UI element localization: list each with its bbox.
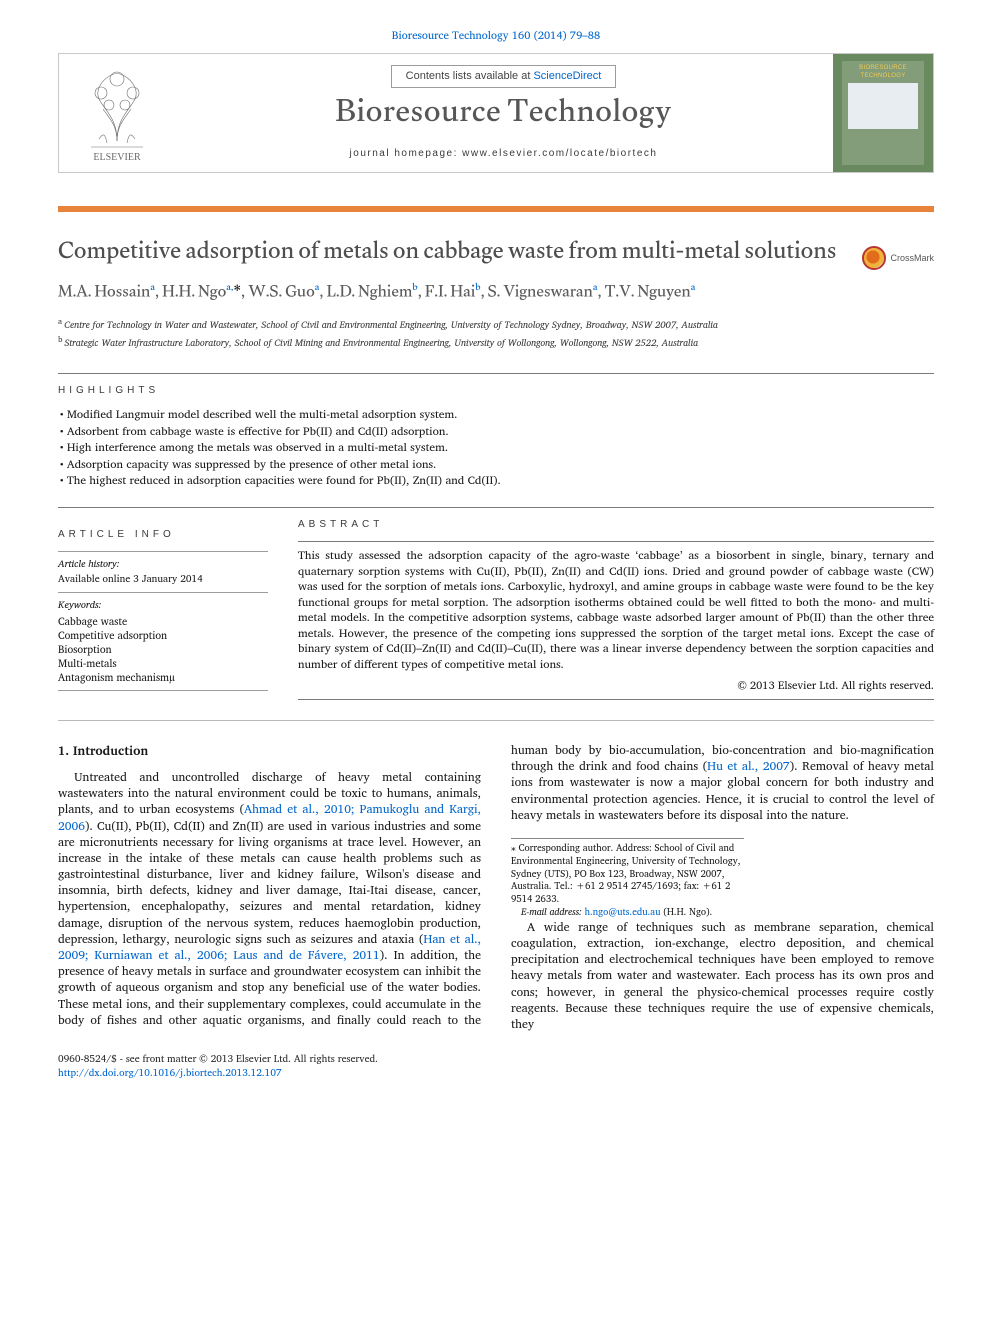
article-history-label: Article history:: [58, 558, 268, 572]
footnote-star: ⁎ Corresponding author. Address: School …: [511, 843, 744, 907]
body-text: 1. Introduction Untreated and uncontroll…: [58, 743, 934, 1033]
journal-cover-thumb: BIORESOURCE TECHNOLOGY: [842, 61, 924, 165]
highlight-item: High interference among the metals was o…: [60, 440, 934, 456]
affiliations: aCentre for Technology in Water and Wast…: [58, 316, 934, 351]
highlights-block: Modified Langmuir model described well t…: [58, 407, 934, 489]
paper-title: Competitive adsorption of metals on cabb…: [58, 240, 844, 270]
rule-below-highlights: [58, 507, 934, 508]
journal-name: Bioresource Technology: [335, 96, 671, 139]
article-history-value: Available online 3 January 2014: [58, 573, 268, 587]
footer-meta: 0960-8524/$ - see front matter © 2013 El…: [58, 1053, 934, 1080]
crossmark-label: CrossMark: [890, 252, 934, 264]
abstract-column: ABSTRACT This study assessed the adsorpt…: [298, 518, 934, 700]
crossmark-badge[interactable]: CrossMark: [862, 246, 934, 270]
homepage-prefix: journal homepage:: [350, 148, 463, 159]
abstract-text: This study assessed the adsorption capac…: [298, 548, 934, 672]
cover-panel: [848, 83, 918, 129]
publisher-word: ELSEVIER: [93, 152, 141, 163]
highlight-item: Adsorption capacity was suppressed by th…: [60, 457, 934, 473]
crossmark-icon: [862, 246, 886, 270]
highlights-label: HIGHLIGHTS: [58, 384, 934, 398]
header-center: Contents lists available at ScienceDirec…: [174, 54, 833, 172]
rule-above-highlights: [58, 373, 934, 374]
journal-homepage: journal homepage: www.elsevier.com/locat…: [350, 147, 658, 161]
top-citation: Bioresource Technology 160 (2014) 79–88: [58, 28, 934, 43]
intro-paragraph-2: A wide range of techniques such as membr…: [511, 920, 934, 1033]
rule-above-body: [58, 720, 934, 721]
homepage-url[interactable]: www.elsevier.com/locate/biortech: [462, 148, 657, 159]
keywords-label: Keywords:: [58, 599, 268, 613]
keywords-list: Cabbage wasteCompetitive adsorptionBioso…: [58, 614, 268, 685]
keyword-item: Antagonism mechanismµ: [58, 670, 268, 684]
corresponding-author-footnote: ⁎ Corresponding author. Address: School …: [511, 838, 744, 920]
intro-heading: 1. Introduction: [58, 743, 481, 760]
cover-thumbnail-cell: BIORESOURCE TECHNOLOGY: [833, 54, 933, 172]
footer-doi-link[interactable]: http://dx.doi.org/10.1016/j.biortech.201…: [58, 1065, 282, 1081]
highlight-item: The highest reduced in adsorption capaci…: [60, 473, 934, 489]
article-info-column: ARTICLE INFO Article history: Available …: [58, 518, 268, 700]
affiliation-b: bStrategic Water Infrastructure Laborato…: [58, 334, 934, 351]
abstract-copyright: © 2013 Elsevier Ltd. All rights reserved…: [298, 678, 934, 693]
highlight-item: Adsorbent from cabbage waste is effectiv…: [60, 424, 934, 440]
article-info-label: ARTICLE INFO: [58, 528, 268, 542]
highlight-item: Modified Langmuir model described well t…: [60, 407, 934, 423]
publisher-logo-cell: ELSEVIER: [59, 54, 174, 172]
affiliation-a: aCentre for Technology in Water and Wast…: [58, 316, 934, 333]
journal-header: ELSEVIER Contents lists available at Sci…: [58, 53, 934, 173]
top-citation-link[interactable]: Bioresource Technology 160 (2014) 79–88: [392, 26, 600, 44]
elsevier-tree-icon: ELSEVIER: [77, 63, 157, 163]
abstract-label: ABSTRACT: [298, 518, 934, 532]
cover-title: BIORESOURCE TECHNOLOGY: [842, 64, 924, 80]
